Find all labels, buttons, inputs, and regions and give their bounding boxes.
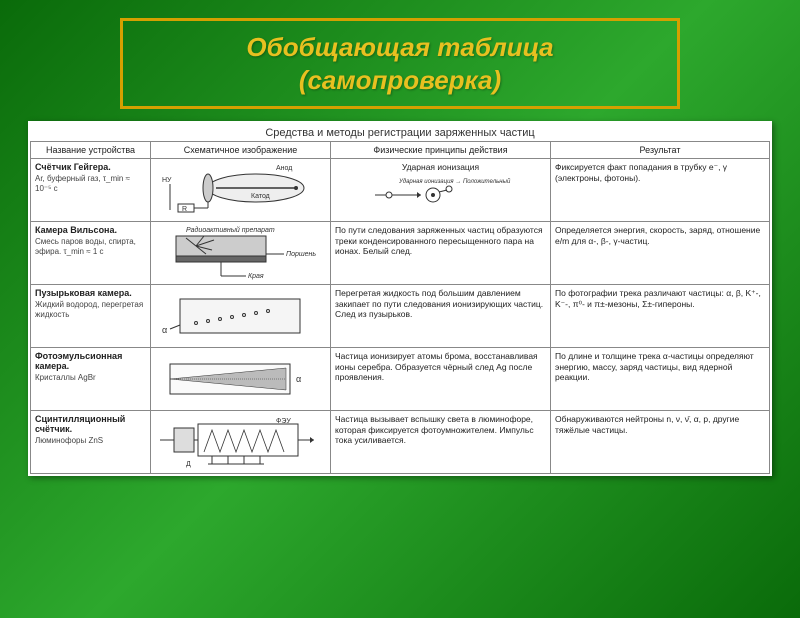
device-result: Обнаруживаются нейтроны n, ν, ν̄, α, p, …	[551, 411, 770, 474]
svg-text:α: α	[296, 374, 301, 384]
name-bold: Сцинтилляционный счётчик.	[35, 414, 125, 434]
table-container: Средства и методы регистрации заряженных…	[28, 121, 772, 476]
device-principle: По пути следования заряженных частиц обр…	[331, 222, 551, 285]
device-result: Определяется энергия, скорость, заряд, о…	[551, 222, 770, 285]
title-line1: Обобщающая таблица	[246, 32, 553, 62]
name-bold: Пузырьковая камера.	[35, 288, 132, 298]
svg-text:Д: Д	[186, 461, 191, 468]
col-diagram: Схематичное изображение	[151, 142, 331, 159]
ionization-diagram-icon: Ударная ионизация → Положительный ион	[371, 175, 511, 207]
device-principle: Частица ионизирует атомы брома, восстана…	[331, 348, 551, 411]
svg-text:Ударная ионизация → Положитель: Ударная ионизация → Положительный ион	[398, 178, 511, 185]
device-name: Сцинтилляционный счётчик. Люминофоры ZnS	[31, 411, 151, 474]
table-row: Счётчик Гейгера. Ar, буферный газ, τ_min…	[31, 159, 770, 222]
name-sub: Смесь паров воды, спирта, эфира. τ_min ≈…	[35, 237, 146, 256]
svg-text:НУ: НУ	[162, 177, 172, 184]
svg-text:Анод: Анод	[276, 165, 292, 172]
svg-text:α: α	[162, 325, 167, 335]
col-name: Название устройства	[31, 142, 151, 159]
name-sub: Кристаллы AgBr	[35, 373, 146, 383]
device-diagram: α	[151, 285, 331, 348]
table-header-row: Название устройства Схематичное изображе…	[31, 142, 770, 159]
device-diagram: Анод Катод НУ R	[151, 159, 331, 222]
svg-text:Поршень: Поршень	[286, 251, 316, 258]
name-bold: Счётчик Гейгера.	[35, 162, 111, 172]
device-name: Камера Вильсона. Смесь паров воды, спирт…	[31, 222, 151, 285]
svg-text:Радиоактивный препарат: Радиоактивный препарат	[186, 226, 275, 234]
name-bold: Камера Вильсона.	[35, 225, 117, 235]
device-result: По длине и толщине трека α-частицы опред…	[551, 348, 770, 411]
device-principle: Ударная ионизация Ударная ионизация → По…	[331, 159, 551, 222]
svg-text:Края: Края	[248, 273, 264, 280]
table-row: Фотоэмульсионная камера. Кристаллы AgBr …	[31, 348, 770, 411]
slide-title: Обобщающая таблица (самопроверка)	[139, 31, 661, 96]
device-result: Фиксируется факт попадания в трубку e⁻, …	[551, 159, 770, 222]
device-result: По фотографии трека различают частицы: α…	[551, 285, 770, 348]
device-principle: Частица вызывает вспышку света в люминоф…	[331, 411, 551, 474]
name-sub: Жидкий водород, перегретая жидкость	[35, 300, 146, 319]
name-sub: Ar, буферный газ, τ_min ≈ 10⁻⁵ с	[35, 174, 146, 193]
col-result: Результат	[551, 142, 770, 159]
table-row: Камера Вильсона. Смесь паров воды, спирт…	[31, 222, 770, 285]
scintillation-diagram-icon: ФЭУ Д	[156, 414, 326, 470]
svg-text:R: R	[182, 206, 187, 213]
table-row: Сцинтилляционный счётчик. Люминофоры ZnS…	[31, 411, 770, 474]
table-row: Пузырьковая камера. Жидкий водород, пере…	[31, 285, 770, 348]
device-diagram: α	[151, 348, 331, 411]
title-line2: (самопроверка)	[299, 65, 501, 95]
device-name: Пузырьковая камера. Жидкий водород, пере…	[31, 285, 151, 348]
emulsion-diagram-icon: α	[156, 358, 326, 400]
device-diagram: Радиоактивный препарат Поршень Края	[151, 222, 331, 285]
principle-title: Ударная ионизация	[402, 162, 479, 173]
device-name: Счётчик Гейгера. Ar, буферный газ, τ_min…	[31, 159, 151, 222]
device-principle: Перегретая жидкость под большим давление…	[331, 285, 551, 348]
name-bold: Фотоэмульсионная камера.	[35, 351, 122, 371]
device-name: Фотоэмульсионная камера. Кристаллы AgBr	[31, 348, 151, 411]
svg-text:Катод: Катод	[251, 193, 270, 200]
name-sub: Люминофоры ZnS	[35, 436, 146, 446]
bubble-diagram-icon: α	[156, 291, 326, 341]
summary-table: Средства и методы регистрации заряженных…	[30, 123, 770, 474]
slide-title-box: Обобщающая таблица (самопроверка)	[120, 18, 680, 109]
col-principle: Физические принципы действия	[331, 142, 551, 159]
wilson-diagram-icon: Радиоактивный препарат Поршень Края	[156, 224, 326, 282]
table-caption: Средства и методы регистрации заряженных…	[30, 123, 770, 141]
geiger-diagram-icon: Анод Катод НУ R	[156, 162, 326, 218]
device-diagram: ФЭУ Д	[151, 411, 331, 474]
